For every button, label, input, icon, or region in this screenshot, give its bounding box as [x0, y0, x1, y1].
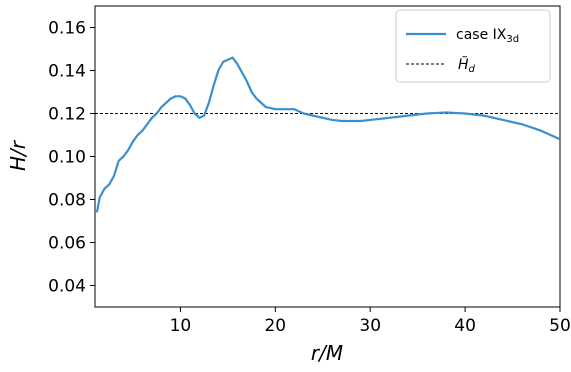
x-tick-label: 30	[359, 316, 381, 336]
series-line-case-ix3d	[95, 56, 561, 213]
x-tick-label: 10	[170, 316, 192, 336]
y-tick-label: 0.16	[48, 19, 86, 39]
y-tick-label: 0.14	[48, 62, 86, 82]
y-tick-label: 0.10	[48, 148, 86, 168]
y-tick-label: 0.08	[48, 191, 86, 211]
x-tick-label: 40	[454, 316, 476, 336]
legend-entry-hd-subscript: d	[469, 64, 476, 75]
legend-entry-case-ix3d-name: case IX	[456, 27, 507, 43]
y-tick-label: 0.12	[48, 105, 86, 125]
y-tick-label: 0.06	[48, 234, 86, 254]
y-axis-label: H/r	[6, 139, 30, 171]
x-axis-label: r/M	[311, 341, 343, 365]
y-axis: 0.04 0.06 0.08 0.10 0.12 0.14 0.16	[48, 19, 95, 297]
legend-entry-case-ix3d: case IX3d	[456, 27, 519, 45]
y-tick-label: 0.04	[48, 277, 86, 297]
legend-box	[395, 9, 551, 83]
legend-entry-hd: H̃d	[458, 56, 476, 75]
x-tick-label: 50	[549, 316, 571, 336]
x-axis: 10 20 30 40 50	[170, 307, 571, 336]
legend: case IX3d H̃d	[395, 9, 551, 83]
x-tick-label: 20	[264, 316, 286, 336]
legend-entry-case-ix3d-subscript: 3d	[506, 34, 519, 45]
legend-entry-hd-name: H̃	[458, 56, 469, 73]
